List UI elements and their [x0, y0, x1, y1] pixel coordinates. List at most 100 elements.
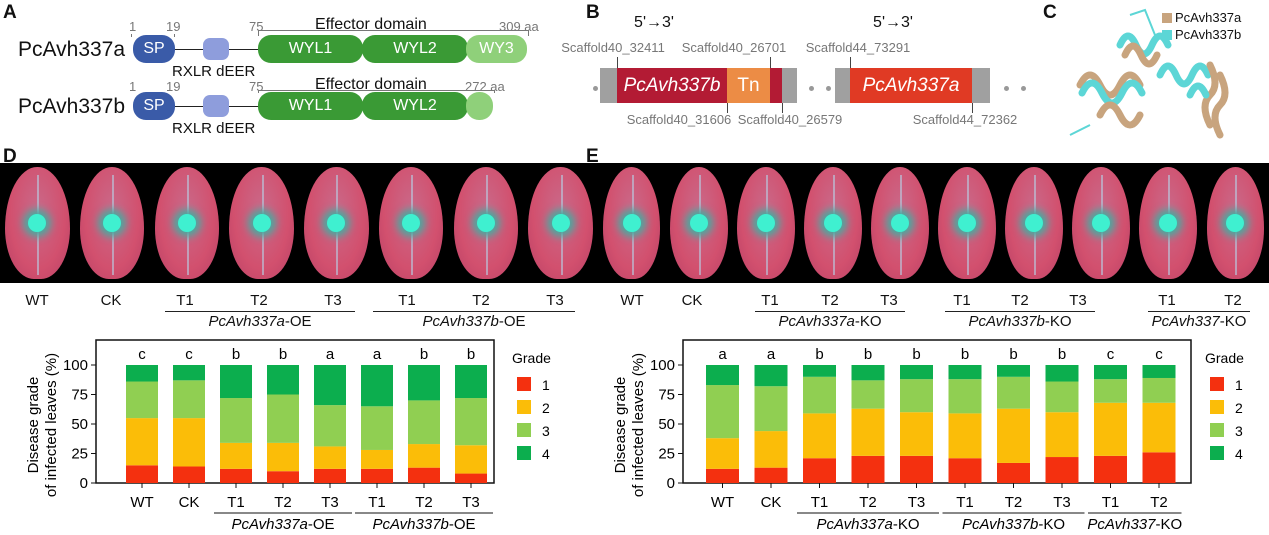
- domain-wyl1: WYL1: [258, 92, 363, 120]
- legend-title: Grade: [512, 350, 551, 366]
- panel-label-d: D: [3, 146, 17, 167]
- photo-label: T1: [761, 292, 779, 309]
- bar-segment-grade-4: [361, 365, 393, 407]
- bar-segment-grade-2: [948, 413, 982, 459]
- bar-segment-grade-3: [1094, 379, 1127, 403]
- bar-segment-grade-4: [900, 365, 933, 380]
- significance-letter: b: [961, 346, 969, 363]
- bar-segment-grade-4: [220, 365, 252, 399]
- significance-letter: a: [718, 346, 727, 363]
- tick: [174, 34, 175, 37]
- leaf-image: [154, 167, 219, 279]
- tick: [131, 34, 132, 37]
- bar-segment-grade-3: [706, 385, 739, 439]
- lesion: [622, 214, 641, 233]
- lesion: [177, 214, 196, 233]
- ellipsis-dot: [593, 86, 598, 91]
- bar-segment-grade-3: [361, 406, 393, 450]
- direction-label: 5'→3': [634, 14, 674, 31]
- domain-wyl2: WYL2: [362, 35, 468, 63]
- bar-segment-grade-2: [455, 445, 487, 474]
- x-tick-label: T1: [1102, 494, 1120, 511]
- x-tick-label: T2: [274, 494, 292, 511]
- protein-name: PcAvh337b: [18, 95, 126, 118]
- bar-segment-grade-1: [267, 471, 299, 483]
- disease-grade-chart-oe: 0 25 50 75 100 Disease grade of infected leave…: [25, 339, 551, 533]
- bar-segment-grade-1: [126, 465, 158, 483]
- ellipsis-dot: [1021, 86, 1026, 91]
- lesion: [890, 214, 909, 233]
- tick: [972, 103, 973, 113]
- length-label: 309 aa: [499, 19, 539, 34]
- effector-bracket: [258, 30, 529, 36]
- tick: [782, 103, 783, 113]
- signal-peptide: SP: [133, 35, 175, 63]
- photo-label: T3: [324, 292, 342, 309]
- effector-domain-label: Effector domain: [315, 76, 427, 93]
- y-tick-label: 0: [667, 475, 675, 492]
- domain-wy3: WY3: [466, 35, 527, 63]
- lesion: [551, 214, 570, 233]
- significance-letter: a: [373, 346, 382, 363]
- lesion: [402, 214, 421, 233]
- bar-segment-grade-4: [314, 365, 346, 406]
- x-tick-label: T2: [1150, 494, 1168, 511]
- legend-label: 1: [1235, 377, 1243, 393]
- bar-segment-grade-1: [900, 455, 933, 483]
- gene-pcavh337a: PcAvh337a: [850, 68, 972, 103]
- x-tick-label: T3: [1053, 494, 1071, 511]
- photo-label: T2: [821, 292, 839, 309]
- leaf-image: [453, 167, 518, 279]
- bar-segment-grade-2: [408, 444, 440, 468]
- lesion: [958, 214, 977, 233]
- group-underline: [373, 311, 575, 312]
- plot-frame: [682, 339, 1192, 484]
- legend-label: 2: [1235, 400, 1243, 416]
- bar-segment-grade-3: [803, 376, 836, 414]
- photo-label: T2: [250, 292, 268, 309]
- disease-grade-chart-ko: 0 25 50 75 100 Disease grade of infected leave…: [612, 339, 1244, 533]
- bar-segment-grade-1: [1094, 455, 1127, 483]
- group-label: PcAvh337a-OE: [231, 516, 334, 533]
- y-axis-label: of infected leaves (%): [43, 353, 60, 497]
- bar-segment-grade-4: [1142, 365, 1176, 378]
- bar-segment-grade-1: [1045, 457, 1079, 483]
- position-label: 19: [166, 19, 181, 34]
- y-axis-label: Disease grade: [25, 377, 42, 474]
- leaf-image: [304, 167, 369, 279]
- bar-segment-grade-2: [220, 442, 252, 469]
- legend-swatch: [1210, 446, 1224, 460]
- tick: [850, 57, 851, 68]
- group-underline: [755, 311, 905, 312]
- bar-segment-grade-4: [803, 365, 836, 377]
- bar-segment-grade-1: [220, 468, 252, 483]
- legend-label: 4: [542, 446, 550, 462]
- bar-segment-grade-4: [948, 365, 982, 380]
- y-tick-label: 50: [658, 416, 675, 433]
- legend-swatch: [1210, 377, 1224, 391]
- bar-segment-grade-3: [267, 394, 299, 443]
- y-axis-label: of infected leaves (%): [630, 353, 647, 497]
- x-tick-label: WT: [130, 494, 153, 511]
- bar-segment-grade-2: [1142, 402, 1176, 453]
- legend-item: PcAvh337b: [1162, 27, 1241, 42]
- bar-segment-grade-2: [997, 408, 1030, 463]
- group-label-gene: PcAvh337b: [372, 516, 448, 533]
- legend-title: Grade: [1205, 350, 1244, 366]
- photo-label: T2: [472, 292, 490, 309]
- group-label-gene: PcAvh337b: [962, 516, 1038, 533]
- bar-segment-grade-3: [754, 386, 788, 432]
- transposon: Tn: [727, 68, 770, 103]
- leaf-image: [1206, 167, 1265, 279]
- group-label-gene: PcAvh337: [1151, 313, 1220, 330]
- leaf-image: [602, 167, 661, 279]
- lesion: [1092, 214, 1111, 233]
- significance-letter: b: [420, 346, 428, 363]
- leaf-image: [1005, 167, 1063, 279]
- group-label-gene: PcAvh337a: [208, 313, 285, 330]
- photo-label: T3: [1069, 292, 1087, 309]
- direction-label: 5'→3': [873, 14, 913, 31]
- photo-label: T1: [953, 292, 971, 309]
- bar-segment-grade-2: [173, 418, 205, 467]
- significance-letter: b: [864, 346, 872, 363]
